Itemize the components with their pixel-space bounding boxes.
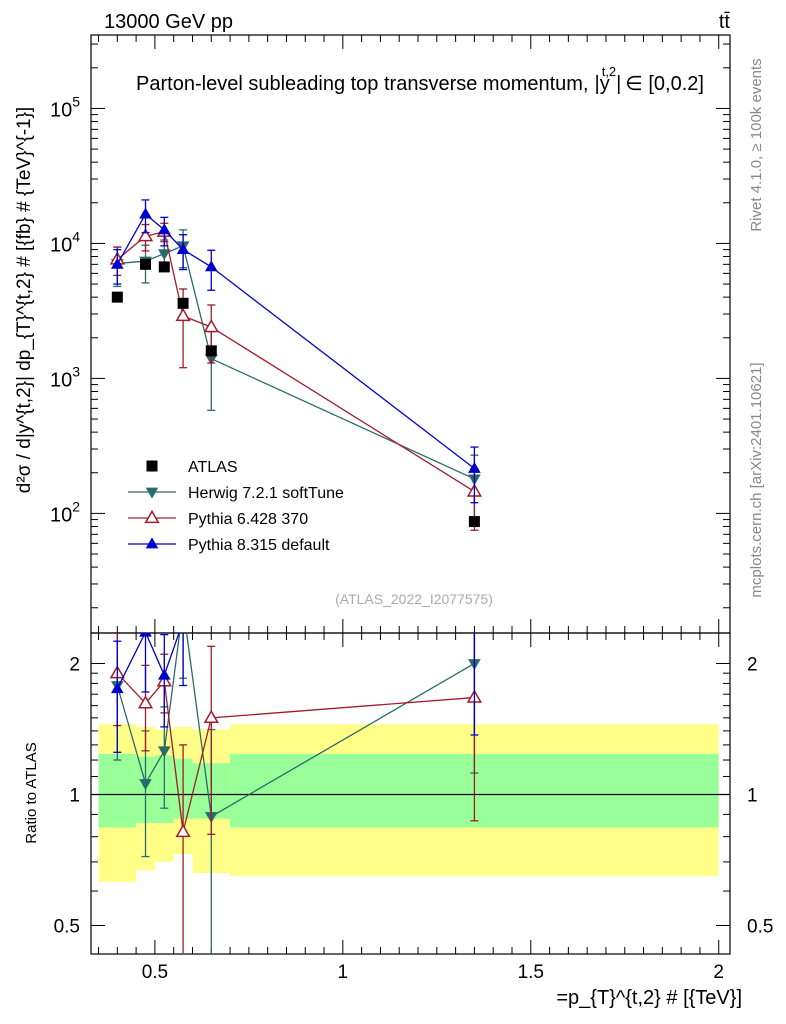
data-marker-triangle-up bbox=[145, 537, 159, 549]
data-marker-triangle-up-open bbox=[203, 709, 219, 724]
data-marker-triangle-up bbox=[176, 243, 190, 255]
data-marker-square bbox=[468, 516, 480, 528]
data-marker-triangle-up-open bbox=[137, 695, 154, 709]
mcplots-credit-label: mcplots.cern.ch [arXiv:2401.10621] bbox=[748, 362, 765, 597]
data-marker-triangle-up-open bbox=[144, 509, 160, 524]
data-marker-triangle-up bbox=[157, 223, 171, 235]
ratio-plot-frame bbox=[90, 632, 731, 955]
ratio-y-tick-label-right: 1 bbox=[747, 785, 758, 806]
legend: ATLAS Herwig 7.2.1 softTune Pythia 6.428 3… bbox=[128, 459, 344, 554]
data-marker-triangle-up bbox=[110, 682, 124, 694]
chart-title: Parton-level subleading top transverse m… bbox=[136, 64, 704, 95]
main-y-axis-label: d²σ / d|y^{t,2}| dp_{T}^{t,2} # [{fb} # … bbox=[14, 107, 35, 493]
data-marker-triangle-up bbox=[177, 615, 190, 626]
chart-title-sup: t,2 bbox=[602, 64, 616, 79]
data-marker-triangle-up bbox=[204, 260, 218, 272]
legend-label: Herwig 7.2.1 softTune bbox=[188, 485, 344, 502]
data-marker-square bbox=[111, 291, 123, 303]
legend-label: Pythia 6.428 370 bbox=[188, 511, 308, 528]
ratio-y-tick-label-right: 0.5 bbox=[747, 916, 773, 937]
x-tick-label: 2 bbox=[713, 962, 724, 983]
chart-title-main: Parton-level subleading top transverse m… bbox=[136, 73, 588, 95]
ratio-y-tick-label-right: 2 bbox=[747, 654, 758, 675]
main-series-layer bbox=[109, 199, 483, 531]
data-marker-triangle-up-open bbox=[175, 823, 191, 838]
x-tick-label: 0.5 bbox=[142, 962, 168, 983]
data-marker-triangle-up bbox=[468, 461, 481, 473]
data-marker-triangle-down bbox=[145, 487, 159, 499]
series-pythia-8-315-default bbox=[110, 615, 479, 753]
legend-label: ATLAS bbox=[188, 459, 238, 476]
inner-band-bin bbox=[98, 753, 137, 828]
x-tick-label: 1 bbox=[338, 962, 349, 983]
x-tick-label: 1.5 bbox=[518, 962, 544, 983]
series-atlas bbox=[111, 258, 480, 528]
data-marker-square bbox=[205, 345, 217, 357]
data-marker-triangle-up-open bbox=[175, 307, 191, 322]
header-energy-label: 13000 GeV pp bbox=[104, 11, 233, 33]
ratio-y-tick-label: 2 bbox=[69, 654, 80, 675]
data-marker-square bbox=[177, 297, 189, 309]
data-marker-triangle-down bbox=[177, 602, 190, 613]
legend-item: Pythia 6.428 370 bbox=[128, 509, 308, 528]
data-marker-square bbox=[146, 460, 158, 472]
series-line bbox=[116, 633, 475, 818]
legend-label: Pythia 8.315 default bbox=[188, 537, 330, 554]
data-marker-triangle-up-open bbox=[203, 318, 219, 333]
legend-item: ATLAS bbox=[146, 459, 238, 476]
y-tick-label: 104 bbox=[50, 228, 80, 256]
series-herwig-7-2-1-softtune bbox=[110, 229, 481, 521]
header-process-label: tt̄ bbox=[719, 11, 731, 33]
ratio-y-tick-label: 1 bbox=[69, 785, 80, 806]
chart-title-range: ∈ [0,0.2] bbox=[625, 73, 704, 95]
data-marker-square bbox=[140, 258, 152, 270]
series-pythia-8-315-default bbox=[110, 199, 481, 504]
data-marker-triangle-up bbox=[110, 257, 124, 269]
series-line bbox=[116, 213, 475, 470]
data-marker-triangle-down bbox=[157, 249, 171, 261]
main-plot-frame bbox=[90, 34, 731, 634]
ratio-series-layer bbox=[109, 602, 483, 954]
data-marker-triangle-up bbox=[139, 633, 152, 637]
ratio-y-axis-label: Ratio to ATLAS bbox=[23, 742, 40, 843]
x-axis-label: =p_{T}^{t,2} # [{TeV}] bbox=[556, 987, 742, 1009]
series-line bbox=[117, 244, 475, 480]
series-line bbox=[116, 633, 180, 690]
ratio-uncertainty-bands bbox=[98, 724, 719, 882]
data-marker-square bbox=[158, 261, 170, 273]
analysis-id-label: (ATLAS_2022_I2077575) bbox=[335, 591, 493, 607]
svg-text:Parton-level subleading top tr: Parton-level subleading top transverse m… bbox=[136, 64, 704, 95]
data-marker-triangle-down bbox=[139, 779, 152, 791]
ratio-y-tick-label: 0.5 bbox=[54, 916, 80, 937]
data-marker-triangle-up bbox=[157, 668, 171, 680]
data-marker-triangle-up bbox=[139, 207, 152, 219]
data-marker-triangle-down bbox=[157, 746, 171, 758]
legend-item: Herwig 7.2.1 softTune bbox=[128, 485, 344, 502]
rivet-version-label: Rivet 4.1.0, ≥ 100k events bbox=[748, 58, 765, 231]
y-tick-label: 105 bbox=[50, 93, 80, 121]
legend-item: Pythia 8.315 default bbox=[128, 537, 330, 554]
y-tick-label: 103 bbox=[50, 363, 80, 391]
axis-ticks: 0.5 1 1.5 2 102 103 104 105 0.5 0.5 1 1 2 2 bbox=[50, 35, 773, 983]
series-line bbox=[116, 230, 475, 493]
y-tick-label: 102 bbox=[50, 498, 80, 526]
series-line bbox=[116, 672, 475, 833]
data-marker-triangle-up-open bbox=[137, 228, 154, 242]
chart-title-y: y bbox=[600, 73, 610, 95]
